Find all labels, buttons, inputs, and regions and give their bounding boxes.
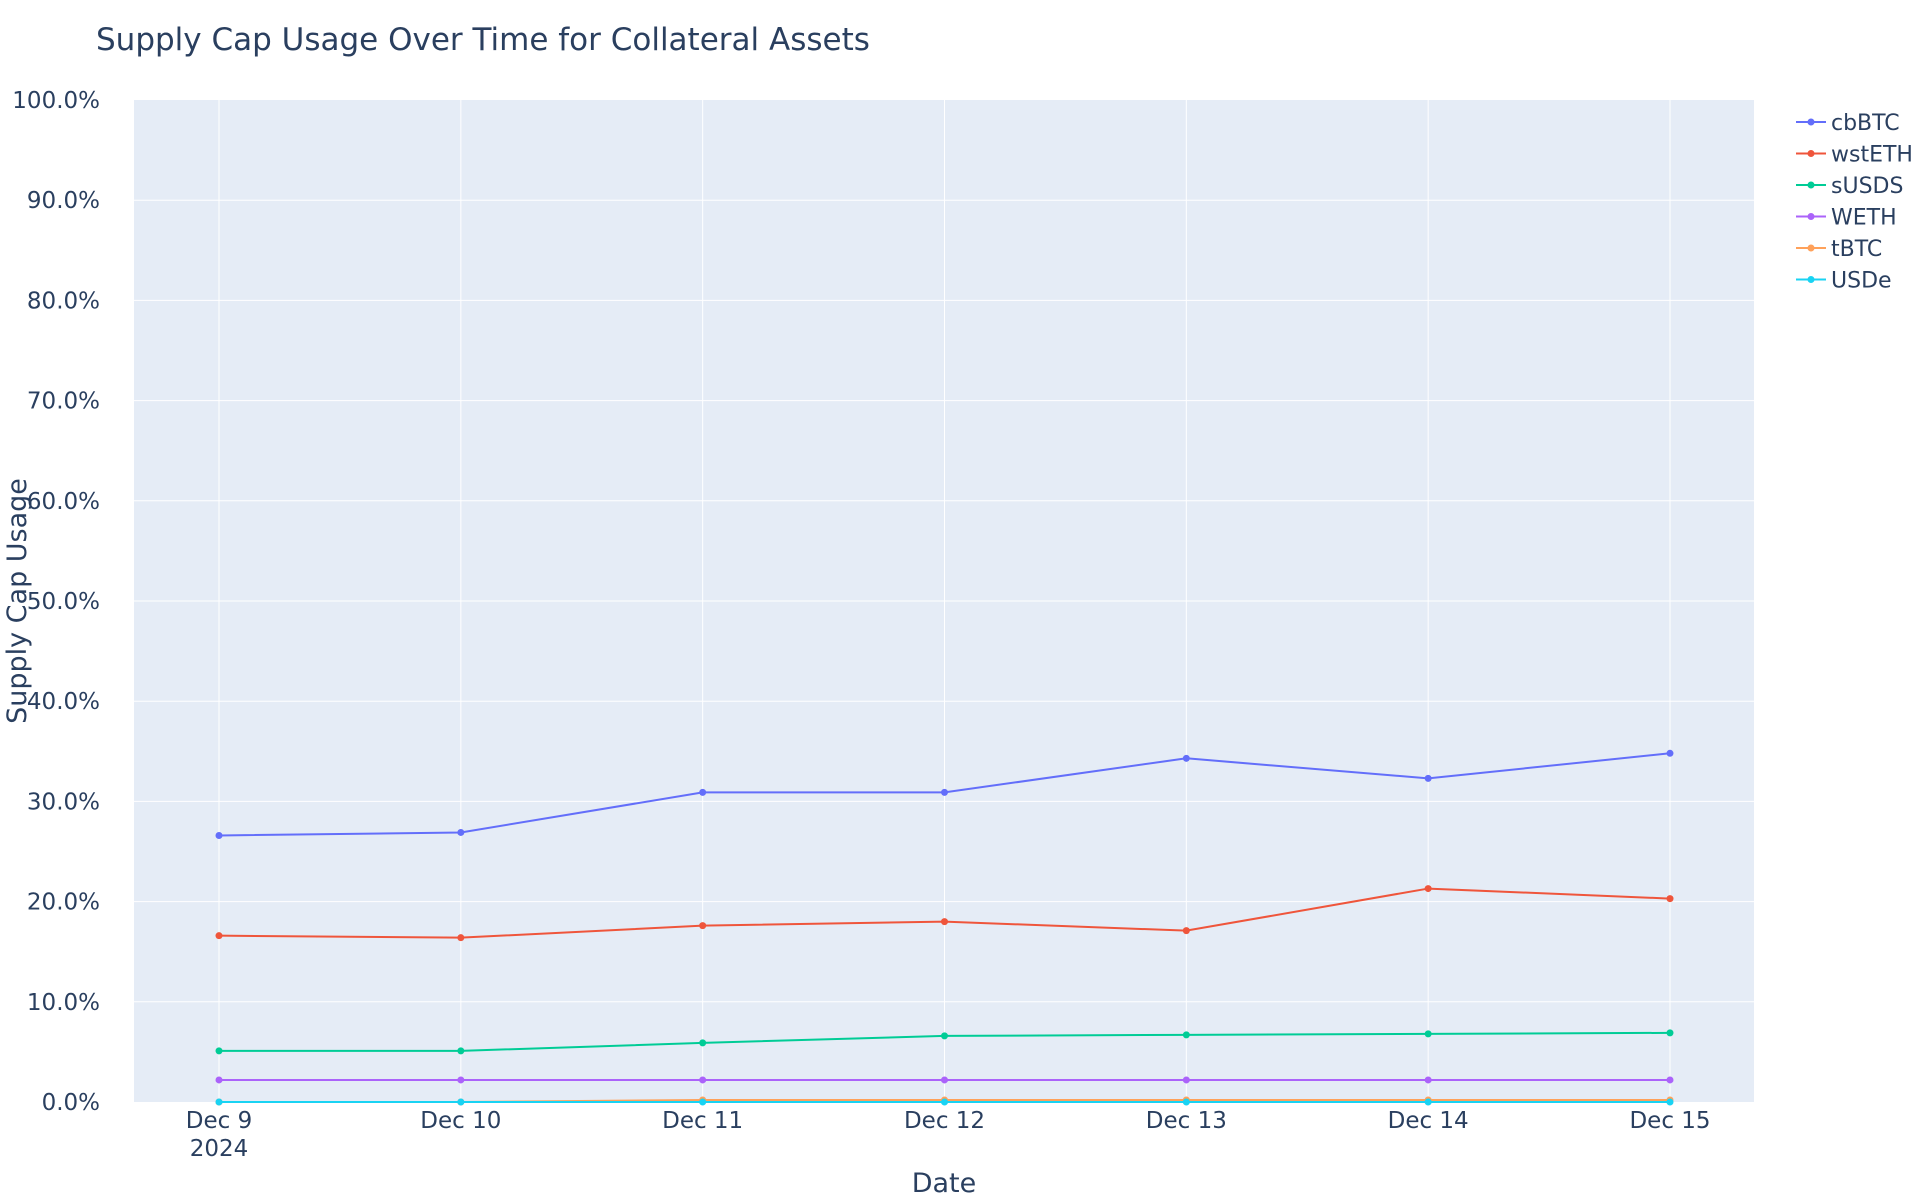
data-point-cbBTC xyxy=(457,828,465,836)
data-point-USDe xyxy=(1424,1098,1432,1106)
data-point-USDe xyxy=(215,1098,223,1106)
data-point-wstETH xyxy=(699,922,707,930)
data-point-WETH xyxy=(941,1076,948,1084)
legend-marker xyxy=(1807,244,1815,252)
legend-marker xyxy=(1807,213,1815,220)
legend[interactable]: cbBTC wstETH sUSDS WETH tBTC USDe xyxy=(1796,111,1913,294)
y-tick-label: 60.0% xyxy=(27,489,100,515)
data-point-cbBTC xyxy=(1424,774,1432,782)
legend-item-tBTC[interactable]: tBTC xyxy=(1796,237,1882,262)
data-point-sUSDS xyxy=(1424,1030,1432,1038)
data-point-cbBTC xyxy=(941,788,948,796)
y-tick-label: 0.0% xyxy=(42,1090,100,1116)
data-point-wstETH xyxy=(215,932,223,940)
y-tick-label: 40.0% xyxy=(27,689,100,715)
data-point-sUSDS xyxy=(215,1047,223,1055)
x-tick-label: Dec 11 xyxy=(662,1108,743,1134)
y-tick-label: 50.0% xyxy=(27,589,100,615)
x-tick-label: Dec 13 xyxy=(1146,1108,1227,1134)
x-axis-title: Date xyxy=(912,1168,977,1199)
x-tick-label: Dec 10 xyxy=(420,1108,501,1134)
data-point-USDe xyxy=(457,1098,465,1106)
legend-item-sUSDS[interactable]: sUSDS xyxy=(1796,174,1903,199)
data-point-WETH xyxy=(1182,1076,1190,1084)
legend-item-USDe[interactable]: USDe xyxy=(1796,269,1892,294)
data-point-wstETH xyxy=(1182,927,1190,935)
y-tick-label: 80.0% xyxy=(27,288,100,314)
legend-label: WETH xyxy=(1831,206,1897,231)
x-tick-label: Dec 12 xyxy=(904,1108,985,1134)
legend-label: cbBTC xyxy=(1831,111,1900,136)
data-point-cbBTC xyxy=(215,831,223,839)
legend-label: wstETH xyxy=(1831,143,1913,168)
data-point-sUSDS xyxy=(1666,1029,1674,1037)
legend-label: sUSDS xyxy=(1831,174,1903,199)
x-tick-label: Dec 15 xyxy=(1629,1108,1710,1134)
legend-marker xyxy=(1807,181,1815,189)
data-point-sUSDS xyxy=(941,1032,948,1040)
x-tick-label: Dec 9 xyxy=(186,1108,252,1134)
legend-marker xyxy=(1807,150,1815,157)
data-point-sUSDS xyxy=(699,1039,707,1047)
data-point-wstETH xyxy=(1424,885,1432,893)
x-tick-label: Dec 14 xyxy=(1388,1108,1469,1134)
data-point-USDe xyxy=(1182,1098,1190,1106)
data-point-WETH xyxy=(215,1076,223,1084)
legend-label: USDe xyxy=(1831,269,1892,294)
x-axis-ticks: Dec 9 Dec 10 Dec 11 Dec 12 Dec 13 Dec 14 Dec 1… xyxy=(186,1108,1711,1134)
chart-title: Supply Cap Usage Over Time for Collatera… xyxy=(96,22,870,58)
data-point-WETH xyxy=(1424,1076,1432,1084)
data-point-sUSDS xyxy=(1182,1031,1190,1039)
data-point-WETH xyxy=(457,1076,465,1084)
legend-item-cbBTC[interactable]: cbBTC xyxy=(1796,111,1900,136)
legend-label: tBTC xyxy=(1831,237,1882,262)
y-tick-label: 70.0% xyxy=(27,389,100,415)
data-point-WETH xyxy=(699,1076,707,1084)
data-point-wstETH xyxy=(941,918,948,926)
data-point-wstETH xyxy=(1666,895,1674,903)
series-layer xyxy=(215,749,1674,1106)
y-axis-title: Supply Cap Usage xyxy=(2,478,33,724)
data-point-cbBTC xyxy=(1182,754,1190,762)
y-tick-label: 10.0% xyxy=(27,990,100,1016)
data-point-cbBTC xyxy=(699,788,707,796)
y-tick-label: 20.0% xyxy=(27,890,100,916)
y-axis-ticks: 0.0% 10.0% 20.0% 30.0% 40.0% 50.0% 60.0% 70.0% 8… xyxy=(12,88,100,1116)
y-tick-label: 30.0% xyxy=(27,789,100,815)
y-tick-label: 100.0% xyxy=(12,88,100,114)
y-tick-label: 90.0% xyxy=(27,188,100,214)
legend-marker xyxy=(1807,118,1815,126)
data-point-wstETH xyxy=(457,934,465,942)
data-point-cbBTC xyxy=(1666,749,1674,757)
legend-item-wstETH[interactable]: wstETH xyxy=(1796,143,1913,168)
data-point-USDe xyxy=(699,1098,707,1106)
data-point-USDe xyxy=(941,1098,948,1106)
data-point-sUSDS xyxy=(457,1047,465,1055)
legend-marker xyxy=(1807,276,1815,283)
legend-item-WETH[interactable]: WETH xyxy=(1796,206,1897,231)
data-point-USDe xyxy=(1666,1098,1674,1106)
x-year-label: 2024 xyxy=(190,1136,249,1162)
data-point-WETH xyxy=(1666,1076,1674,1084)
